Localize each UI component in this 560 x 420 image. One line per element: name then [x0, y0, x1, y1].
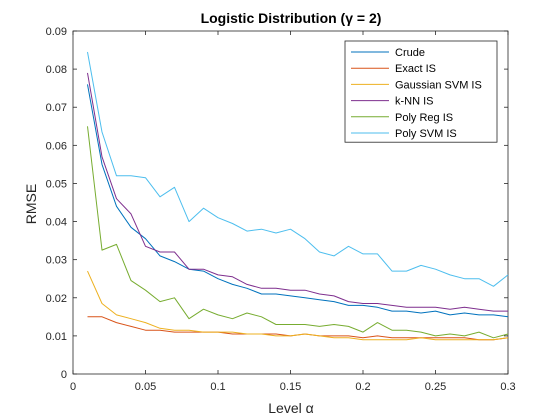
- legend: Crude Exact IS Gaussian SVM IS k-NN IS Poly …: [344, 40, 498, 143]
- legend-box: [344, 40, 498, 143]
- y-tick-label: 0.06: [46, 140, 67, 152]
- x-axis-ticks: 0 0.05 0.1 0.15 0.2 0.25 0.3: [70, 31, 516, 393]
- y-tick-label: 0.08: [46, 64, 67, 76]
- legend-label-exact-is: Exact IS: [395, 63, 436, 75]
- x-tick-label: 0.05: [135, 381, 156, 393]
- x-tick-label: 0.2: [355, 381, 370, 393]
- y-tick-label: 0.05: [46, 178, 67, 190]
- series-line-poly-svm-is: [87, 51, 509, 287]
- y-tick-label: 0.09: [46, 26, 67, 38]
- legend-label-poly-svm-is: Poly SVM IS: [395, 128, 457, 140]
- legend-label-crude: Crude: [395, 47, 425, 59]
- x-tick-label: 0.15: [280, 381, 301, 393]
- y-axis-label: RMSE: [23, 184, 39, 224]
- series-line-crude: [87, 84, 509, 318]
- x-tick-label: 0: [70, 381, 76, 393]
- legend-label-k-nn-is: k-NN IS: [395, 96, 434, 108]
- x-tick-label: 0.3: [500, 381, 515, 393]
- y-axis-ticks: 0 0.01 0.02 0.03 0.04 0.05 0.06 0.07 0.08 0.09: [46, 26, 508, 381]
- x-tick-label: 0.1: [210, 381, 225, 393]
- y-tick-label: 0: [61, 369, 67, 381]
- chart-title: Logistic Distribution (γ = 2): [201, 10, 382, 26]
- series-line-k-nn-is: [87, 72, 508, 312]
- y-tick-label: 0.01: [46, 331, 67, 343]
- y-tick-label: 0.07: [46, 102, 67, 114]
- series-line-gaussian-svm-is: [87, 270, 509, 341]
- legend-label-gaussian-svm-is: Gaussian SVM IS: [395, 79, 482, 91]
- series-line-poly-reg-is: [87, 126, 509, 339]
- y-tick-label: 0.03: [46, 255, 67, 267]
- x-tick-label: 0.25: [425, 381, 446, 393]
- y-tick-label: 0.04: [46, 217, 67, 229]
- x-axis-label: Level α: [268, 400, 313, 416]
- legend-label-poly-reg-is: Poly Reg IS: [395, 112, 453, 124]
- y-tick-label: 0.02: [46, 293, 67, 305]
- series-group: [87, 51, 509, 341]
